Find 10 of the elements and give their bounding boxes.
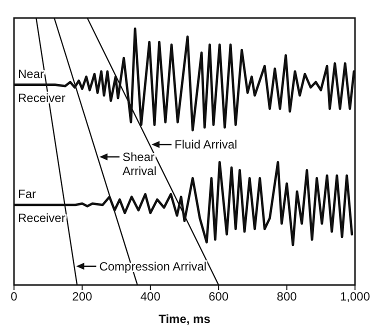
legend-label: Shear Arrival <box>122 150 157 178</box>
x-tick-label: 200 <box>72 290 93 304</box>
x-tick-label: 800 <box>276 290 298 304</box>
x-tick-label: 400 <box>140 290 161 304</box>
series-label: Far Receiver <box>18 186 66 225</box>
x-tick-label: 0 <box>10 290 18 304</box>
x-axis-title: Time, ms <box>158 312 211 326</box>
x-tick-label: 1,000 <box>340 290 370 304</box>
x-tick-label: 600 <box>208 290 229 304</box>
legend-label: Fluid Arrival <box>174 138 238 152</box>
